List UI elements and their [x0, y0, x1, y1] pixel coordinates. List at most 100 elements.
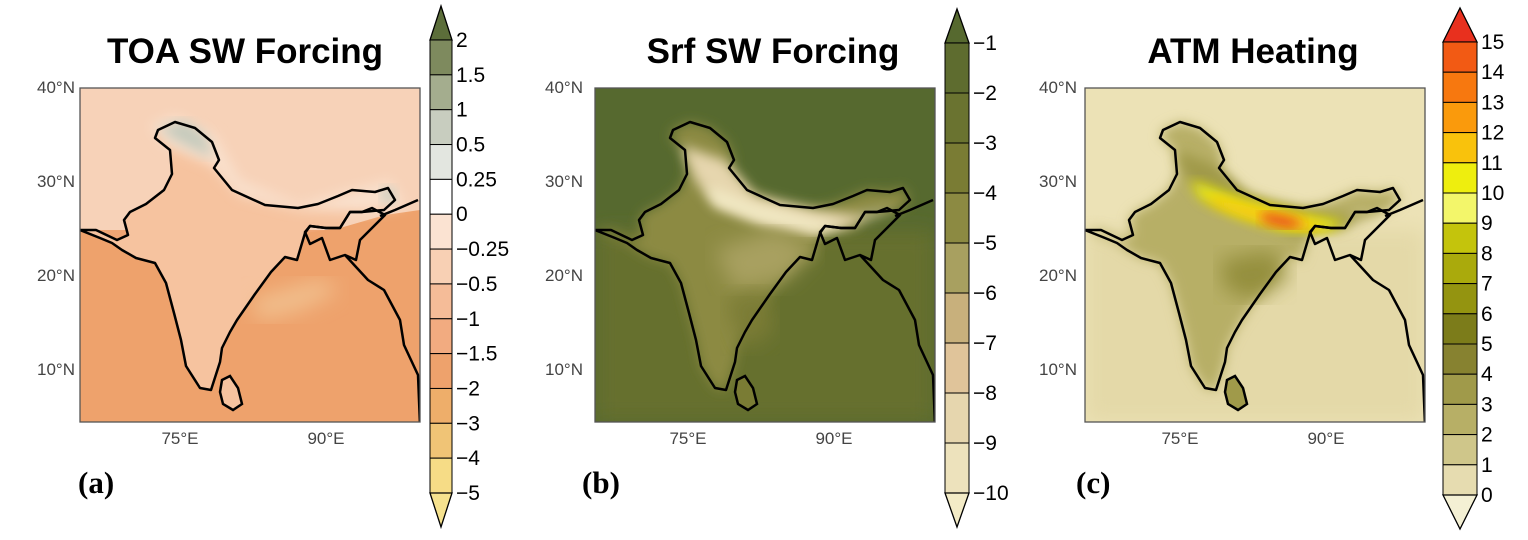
- colorbar-segment: [429, 248, 453, 285]
- colorbar-label: −7: [973, 332, 997, 355]
- lat-tick-label: 20°N: [37, 266, 75, 285]
- lon-axis-b: 75°E 90°E: [669, 429, 852, 448]
- lat-axis-a: 40°N 30°N 20°N 10°N: [37, 78, 75, 379]
- colorbar-segment: [429, 387, 453, 424]
- colorbar-label: −10: [973, 482, 1009, 505]
- colorbar-bottom-arrow: [944, 492, 970, 529]
- colorbar-label: 7: [1481, 273, 1493, 296]
- colorbar-label: 1.5: [456, 64, 485, 87]
- colorbar-label: −0.5: [456, 273, 497, 296]
- map-b: [594, 87, 936, 423]
- panel-c-label: (c): [1076, 465, 1110, 500]
- colorbar-segment: [1442, 283, 1478, 315]
- colorbar-label: 2: [1481, 424, 1493, 447]
- colorbar-label: −4: [456, 447, 480, 470]
- lat-tick-label: 40°N: [37, 78, 75, 97]
- colorbar-label: 0.25: [456, 168, 497, 191]
- colorbar-a: 2 1.5 1 0.5 0.25 0 −0.25 −0.5 −1 −1.5 −2 −3 −4 −5: [429, 3, 509, 530]
- colorbar-segment: [429, 144, 453, 180]
- colorbar-label: 2: [456, 29, 468, 52]
- map-a: [79, 87, 421, 423]
- colorbar-segment: [1442, 101, 1478, 134]
- colorbar-top-arrow: [429, 3, 453, 41]
- colorbar-label: −3: [973, 132, 997, 155]
- colorbar-segment: [1442, 192, 1478, 224]
- colorbar-label: −5: [973, 232, 997, 255]
- colorbar-label: 3: [1481, 393, 1493, 416]
- colorbar-segment: [429, 318, 453, 355]
- colorbar-segment: [429, 457, 453, 494]
- lon-axis-a: 75°E 90°E: [161, 429, 344, 448]
- colorbar-segment: [944, 442, 970, 494]
- colorbar-bottom-arrow: [1441, 494, 1479, 531]
- colorbar-segment: [1442, 71, 1478, 103]
- lon-tick-label: 90°E: [815, 429, 852, 448]
- colorbar-label: −5: [456, 482, 480, 505]
- colorbar-segment: [944, 342, 970, 394]
- colorbar-label: −8: [973, 382, 997, 405]
- colorbar-top-arrow: [944, 7, 970, 44]
- lat-tick-label: 20°N: [545, 266, 583, 285]
- colorbar-segment: [1442, 373, 1478, 405]
- colorbar-segment: [944, 192, 970, 244]
- panel-b-title: Srf SW Forcing: [647, 32, 900, 71]
- lon-tick-label: 90°E: [1307, 429, 1344, 448]
- colorbar-label: −9: [973, 432, 997, 455]
- colorbar-segment: [429, 178, 453, 215]
- colorbar-segment: [1442, 222, 1478, 254]
- colorbar-label: 6: [1481, 303, 1493, 326]
- panel-a-title: TOA SW Forcing: [107, 32, 383, 71]
- panel-a-label: (a): [78, 465, 114, 500]
- lon-tick-label: 90°E: [307, 429, 344, 448]
- colorbar-label: 0: [1481, 484, 1493, 507]
- colorbar-segment: [1442, 313, 1478, 345]
- colorbar-label: −3: [456, 412, 480, 435]
- colorbar-segment: [429, 353, 453, 389]
- colorbar-label: 1: [1481, 454, 1493, 477]
- colorbar-label: 14: [1481, 61, 1505, 84]
- lat-axis-c: 40°N 30°N 20°N 10°N: [1039, 78, 1077, 379]
- colorbar-segment: [1442, 252, 1478, 285]
- lon-tick-label: 75°E: [161, 429, 198, 448]
- colorbar-label: 13: [1481, 91, 1504, 114]
- colorbar-label: −4: [973, 182, 997, 205]
- colorbar-label: −1: [456, 308, 480, 331]
- colorbar-segment: [429, 283, 453, 320]
- colorbar-segment: [944, 42, 970, 94]
- lat-tick-label: 20°N: [1039, 266, 1077, 285]
- lat-tick-label: 40°N: [545, 78, 583, 97]
- map-c: [1084, 87, 1426, 423]
- colorbar-segment: [429, 74, 453, 111]
- colorbar-label: 5: [1481, 333, 1493, 356]
- colorbar-label: 12: [1481, 122, 1504, 145]
- lat-axis-b: 40°N 30°N 20°N 10°N: [545, 78, 583, 379]
- colorbar-label: 9: [1481, 212, 1493, 235]
- colorbar-segment: [944, 142, 970, 194]
- colorbar-segment: [944, 392, 970, 444]
- colorbar-label: −6: [973, 282, 997, 305]
- colorbar-label: −2: [456, 377, 480, 400]
- colorbar-segment: [944, 92, 970, 144]
- colorbar-label: 0.5: [456, 134, 485, 157]
- colorbar-label: −2: [973, 82, 997, 105]
- lon-tick-label: 75°E: [669, 429, 706, 448]
- colorbar-label: 11: [1481, 152, 1503, 175]
- colorbar-label: 1: [456, 99, 468, 122]
- colorbar-segment: [429, 109, 453, 146]
- lat-tick-label: 30°N: [1039, 172, 1077, 191]
- colorbar-label: −1: [973, 32, 997, 55]
- colorbar-segment: [429, 213, 453, 250]
- colorbar-segment: [1442, 434, 1478, 466]
- colorbar-segment: [1442, 464, 1478, 496]
- lat-tick-label: 30°N: [545, 172, 583, 191]
- colorbar-label: 15: [1481, 31, 1504, 54]
- colorbar-segment: [1442, 132, 1478, 164]
- panel-b: Srf SW Forcing 40°N 30°N 20°N 10°N 75°E 90°E…: [545, 7, 1009, 529]
- panel-c-title: ATM Heating: [1147, 32, 1358, 71]
- lat-tick-label: 40°N: [1039, 78, 1077, 97]
- colorbar-segment: [1442, 343, 1478, 375]
- panel-c: ATM Heating 40°N 30°N 20°N 10°N 75°E 90°E (c…: [1039, 6, 1505, 531]
- lon-axis-c: 75°E 90°E: [1161, 429, 1344, 448]
- lon-tick-label: 75°E: [1161, 429, 1198, 448]
